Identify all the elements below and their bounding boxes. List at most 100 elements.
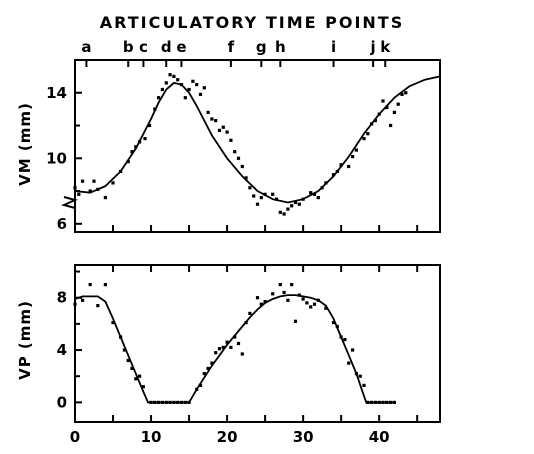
data-point bbox=[309, 191, 313, 195]
data-point bbox=[122, 348, 126, 352]
data-point bbox=[389, 400, 393, 404]
data-point bbox=[147, 123, 152, 128]
time-point-label: e bbox=[176, 38, 186, 56]
data-point bbox=[335, 169, 339, 173]
data-point bbox=[88, 189, 92, 193]
data-point bbox=[366, 400, 370, 404]
data-point bbox=[286, 207, 290, 211]
data-point bbox=[168, 400, 172, 404]
data-point bbox=[373, 119, 377, 123]
data-point bbox=[164, 81, 168, 85]
data-point bbox=[130, 150, 134, 154]
data-point bbox=[217, 128, 222, 132]
data-point bbox=[263, 192, 267, 196]
vp-y-axis-label: VP (mm) bbox=[16, 300, 34, 380]
data-point bbox=[210, 117, 214, 121]
data-point bbox=[96, 304, 100, 308]
data-point bbox=[214, 351, 218, 355]
data-point bbox=[305, 301, 309, 305]
data-point bbox=[324, 306, 328, 310]
data-point bbox=[259, 302, 263, 306]
data-point bbox=[339, 163, 343, 167]
data-point bbox=[119, 335, 123, 339]
data-point bbox=[373, 400, 377, 404]
data-point bbox=[293, 200, 298, 205]
data-point bbox=[259, 196, 263, 200]
data-point bbox=[160, 87, 164, 92]
data-point bbox=[198, 383, 203, 387]
data-point bbox=[351, 155, 355, 159]
data-point bbox=[157, 96, 161, 100]
data-point bbox=[210, 361, 214, 365]
data-point bbox=[324, 181, 328, 185]
data-point bbox=[385, 400, 389, 404]
data-point bbox=[111, 321, 115, 325]
data-point bbox=[392, 400, 396, 404]
time-point-label: d bbox=[161, 38, 172, 56]
data-point bbox=[195, 83, 199, 87]
data-point bbox=[312, 192, 317, 196]
data-point bbox=[187, 400, 191, 404]
x-tick-label: 40 bbox=[369, 428, 390, 446]
data-point bbox=[248, 186, 252, 190]
data-point bbox=[316, 298, 320, 302]
time-point-label: b bbox=[123, 38, 134, 56]
data-point bbox=[335, 324, 339, 329]
vm-fit-curve bbox=[74, 75, 441, 204]
data-point bbox=[362, 383, 366, 387]
chart-title: ARTICULATORY TIME POINTS bbox=[100, 13, 404, 32]
data-point bbox=[92, 179, 96, 183]
data-point bbox=[73, 186, 77, 190]
data-point bbox=[244, 176, 248, 180]
data-point bbox=[339, 335, 343, 339]
vp-chart: 0 4 8 0 10 20 30 40 VP (mm) bbox=[16, 264, 441, 446]
data-point bbox=[286, 298, 290, 302]
time-point-label: a bbox=[81, 38, 91, 56]
data-point bbox=[217, 347, 222, 351]
data-point bbox=[143, 137, 147, 141]
data-point bbox=[278, 210, 282, 214]
vp-x-tick-labels: 0 10 20 30 40 bbox=[70, 428, 390, 446]
data-point bbox=[149, 400, 153, 404]
data-point bbox=[370, 400, 374, 404]
data-point bbox=[103, 196, 107, 200]
data-point bbox=[377, 112, 381, 116]
data-point bbox=[96, 187, 100, 191]
data-point bbox=[392, 110, 396, 114]
vm-y-tick-labels: 6 10 14 bbox=[46, 84, 67, 233]
data-point bbox=[225, 130, 229, 134]
data-point bbox=[153, 107, 157, 111]
data-point bbox=[119, 169, 123, 173]
data-point bbox=[202, 372, 206, 376]
time-point-label: k bbox=[380, 38, 391, 56]
data-point bbox=[236, 156, 241, 160]
data-point bbox=[81, 298, 85, 302]
data-point bbox=[271, 292, 275, 296]
data-point bbox=[271, 192, 275, 196]
data-point bbox=[103, 283, 107, 287]
data-point bbox=[172, 74, 176, 78]
data-point bbox=[370, 122, 374, 126]
data-point bbox=[301, 197, 305, 201]
y-tick-label: 14 bbox=[46, 84, 67, 102]
data-point bbox=[297, 202, 301, 206]
data-point bbox=[141, 385, 145, 389]
x-tick-label: 10 bbox=[141, 428, 162, 446]
data-point bbox=[160, 400, 164, 404]
data-point bbox=[111, 181, 115, 185]
vp-ticks bbox=[75, 265, 419, 422]
data-point bbox=[293, 319, 298, 323]
y-tick-label: 0 bbox=[57, 393, 67, 411]
data-point bbox=[377, 400, 381, 404]
data-point bbox=[198, 92, 203, 96]
data-point bbox=[312, 302, 317, 306]
vm-plot-frame bbox=[74, 59, 441, 233]
vp-data-points bbox=[73, 283, 396, 404]
data-point bbox=[389, 123, 393, 128]
data-point bbox=[157, 400, 161, 404]
data-point bbox=[229, 138, 233, 142]
time-point-label: g bbox=[256, 38, 267, 56]
data-point bbox=[354, 372, 358, 376]
data-point bbox=[316, 196, 320, 200]
data-point bbox=[138, 140, 142, 144]
